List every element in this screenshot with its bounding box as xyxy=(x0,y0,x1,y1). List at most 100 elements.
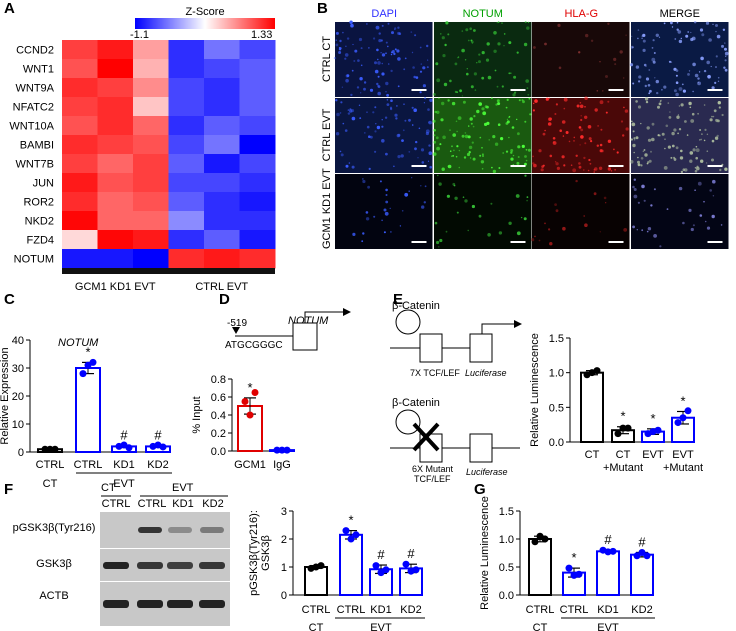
luciferase-box xyxy=(469,433,493,463)
y-tick-label: 3 xyxy=(281,506,287,518)
significance-mark: # xyxy=(377,547,385,562)
microscopy-image xyxy=(629,21,728,97)
heatmap-row-label: FZD4 xyxy=(27,235,55,247)
heatmap-cell xyxy=(168,78,205,98)
data-point xyxy=(624,424,632,432)
data-point xyxy=(241,398,249,405)
y-axis-label: Relative Expression xyxy=(0,347,11,444)
scale-bar xyxy=(411,89,427,91)
data-point xyxy=(674,419,682,427)
heatmap-cell xyxy=(204,135,240,155)
microscopy-image xyxy=(629,97,728,174)
significance-mark: * xyxy=(620,409,625,424)
data-point xyxy=(246,411,254,419)
y-tick-label: 1.5 xyxy=(549,333,564,345)
heatmap-cell xyxy=(133,59,169,79)
data-point xyxy=(541,535,549,543)
blot-band xyxy=(199,562,225,569)
scale-bar xyxy=(707,165,722,167)
y-tick-label: 20 xyxy=(12,391,24,403)
blot-protein-1: pGSK3β(Tyr216) xyxy=(12,522,96,534)
heatmap-cell xyxy=(97,249,134,269)
significance-mark: # xyxy=(638,534,646,549)
panel-e-luciferase-chart: β-Catenin 7X TCF/LEF Luciferase β-Catenin 6X… xyxy=(390,300,703,484)
heatmap-cell xyxy=(62,192,98,212)
scale-bar xyxy=(411,165,427,167)
bar xyxy=(304,566,328,596)
x-tick-label: IgG xyxy=(273,459,291,471)
x-tick-label: EVT xyxy=(642,449,664,461)
significance-mark: # xyxy=(120,427,128,442)
heatmap-cell xyxy=(204,249,240,269)
heatmap-row-label: WNT9A xyxy=(16,83,55,95)
binding-site-marker xyxy=(232,327,240,334)
heatmap-cell xyxy=(62,211,98,231)
construct-label: 6X Mutant xyxy=(412,464,454,474)
blot-strip xyxy=(100,512,230,548)
microscopy-signal xyxy=(629,21,728,97)
heatmap-cell xyxy=(62,59,98,79)
heatmap-cell xyxy=(133,154,169,174)
bar xyxy=(75,367,101,453)
y-tick-label: 0.0 xyxy=(211,446,226,458)
data-point xyxy=(278,446,286,454)
data-point xyxy=(593,367,601,375)
heatmap-cell xyxy=(62,249,98,269)
heatmap-cell xyxy=(62,40,98,60)
heatmap-cell xyxy=(133,78,169,98)
data-point xyxy=(633,552,641,560)
y-tick-label: 0.0 xyxy=(549,437,564,449)
heatmap-cell xyxy=(133,230,169,250)
tss-arrow xyxy=(304,311,343,323)
blot-lane-3: KD1 xyxy=(172,498,194,510)
microscopy-signal xyxy=(532,96,629,173)
heatmap-cell xyxy=(133,40,169,60)
data-point xyxy=(352,531,360,539)
heatmap-cell xyxy=(204,116,240,136)
scale-bar xyxy=(608,89,624,91)
heatmap-cell xyxy=(97,135,134,155)
heatmap-cell xyxy=(97,154,134,174)
x-tick-label: CTRL xyxy=(302,604,331,616)
heatmap-cell xyxy=(204,59,240,79)
heatmap: CCND2 WNT1 WNT9A NFATC2 WNT10A BAMBI WNT7B JUN R… xyxy=(9,40,276,293)
panel-label-e: E xyxy=(393,291,404,308)
panel-g-luminescence-chart: 0.0 0.5 1.0 1.5 Relative Luminescence * # # CTRL… xyxy=(479,496,655,631)
microscopy-column-header: MERGE xyxy=(659,8,700,20)
tss-arrow xyxy=(481,323,514,334)
heatmap-cell xyxy=(168,135,205,155)
x-tick-label: EVT xyxy=(672,449,694,461)
heatmap-cell xyxy=(97,78,134,98)
microscopy-background xyxy=(433,22,531,97)
x-tick-label: GCM1 xyxy=(234,459,266,471)
group-label: CT xyxy=(533,622,548,631)
significance-mark: # xyxy=(407,546,415,561)
microscopy-background xyxy=(335,174,433,249)
data-point xyxy=(79,370,87,378)
group-label: EVT xyxy=(370,622,392,631)
data-point xyxy=(251,389,259,396)
data-point xyxy=(159,443,167,451)
heatmap-cell xyxy=(97,230,134,250)
heatmap-cell xyxy=(239,154,276,174)
x-tick-label: CTRL xyxy=(560,604,589,616)
blot-protein-3: ACTB xyxy=(39,590,69,602)
microscopy-background xyxy=(532,174,630,249)
microscopy-image xyxy=(432,21,531,97)
blot-lane-4: KD2 xyxy=(202,498,224,510)
heatmap-row-label: BAMBI xyxy=(20,140,54,152)
data-point xyxy=(46,445,54,453)
heatmap-row-label: CCND2 xyxy=(16,45,54,57)
y-tick-label: 0.0 xyxy=(499,590,514,602)
data-point xyxy=(679,414,687,422)
heatmap-cell xyxy=(239,230,276,250)
heatmap-cell xyxy=(133,211,169,231)
microscopy-image xyxy=(335,174,433,249)
heatmap-row-label: NOTUM xyxy=(14,254,54,266)
zscore-legend-title: Z-Score xyxy=(185,6,225,18)
heatmap-cell xyxy=(97,40,134,60)
x-tick-label: KD1 xyxy=(113,459,134,471)
scale-bar xyxy=(608,165,624,167)
heatmap-cell xyxy=(204,97,240,117)
